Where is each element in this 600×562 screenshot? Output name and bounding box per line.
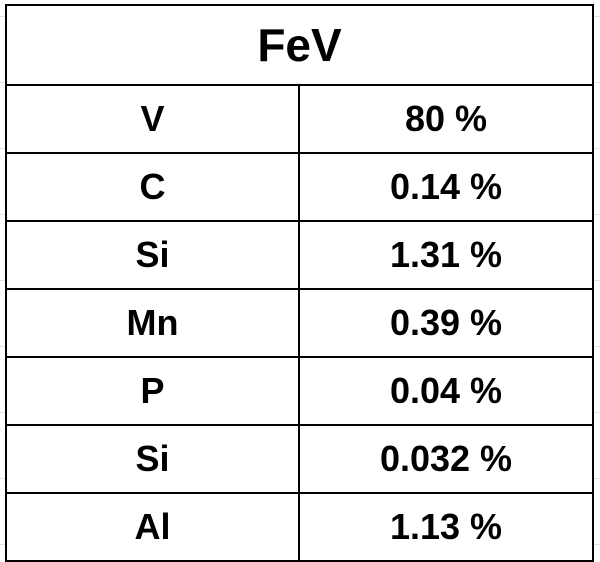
table-row: V 80 % <box>5 84 594 154</box>
table-row: Si 1.31 % <box>5 220 594 290</box>
element-cell[interactable]: P <box>5 356 300 426</box>
value-cell[interactable]: 1.13 % <box>298 492 594 562</box>
composition-table: FeV V 80 % C 0.14 % Si 1.31 % Mn 0.39 % … <box>5 4 594 562</box>
table-header-row: FeV <box>5 4 594 86</box>
element-cell[interactable]: V <box>5 84 300 154</box>
element-cell[interactable]: Mn <box>5 288 300 358</box>
table-title[interactable]: FeV <box>5 4 594 86</box>
value-cell[interactable]: 80 % <box>298 84 594 154</box>
element-cell[interactable]: Si <box>5 424 300 494</box>
table-row: Si 0.032 % <box>5 424 594 494</box>
table-row: Al 1.13 % <box>5 492 594 562</box>
value-cell[interactable]: 0.39 % <box>298 288 594 358</box>
table-row: Mn 0.39 % <box>5 288 594 358</box>
element-cell[interactable]: Si <box>5 220 300 290</box>
value-cell[interactable]: 0.032 % <box>298 424 594 494</box>
value-cell[interactable]: 0.04 % <box>298 356 594 426</box>
element-cell[interactable]: C <box>5 152 300 222</box>
value-cell[interactable]: 0.14 % <box>298 152 594 222</box>
table-row: P 0.04 % <box>5 356 594 426</box>
element-cell[interactable]: Al <box>5 492 300 562</box>
value-cell[interactable]: 1.31 % <box>298 220 594 290</box>
table-row: C 0.14 % <box>5 152 594 222</box>
